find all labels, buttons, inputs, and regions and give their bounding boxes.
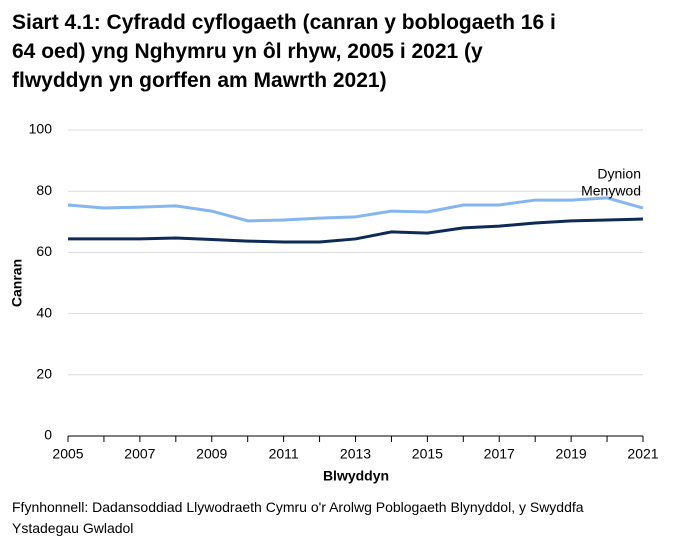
y-axis-label: Canran [9,259,25,307]
y-tick-label: 20 [36,366,52,382]
series-label: Menywod [581,183,641,199]
x-tick-label: 2007 [124,446,155,462]
x-tick-label: 2015 [412,446,443,462]
x-tick-label: 2005 [52,446,83,462]
line-series [68,217,644,244]
series-label: Dynion [597,166,641,182]
y-tick-label: 60 [36,243,52,259]
y-tick-label: 100 [29,121,53,137]
y-tick-label: 0 [44,427,52,443]
x-tick-label: 2019 [556,446,587,462]
x-tick-label: 2013 [340,446,371,462]
y-tick-label: 80 [36,182,52,198]
x-tick-label: 2011 [269,446,299,462]
y-tick-label: 40 [36,304,52,320]
source-note: Ffynhonnell: Dadansoddiad Llywodraeth Cy… [12,499,584,536]
x-tick-label: 2017 [484,446,515,462]
chart-title: Siart 4.1: Cyfradd cyflogaeth (canran y … [12,11,556,92]
line-series [67,196,644,223]
x-axis-label: Blwyddyn [323,468,389,484]
x-tick-label: 2009 [196,446,227,462]
x-tick-label: 2021 [627,446,658,462]
